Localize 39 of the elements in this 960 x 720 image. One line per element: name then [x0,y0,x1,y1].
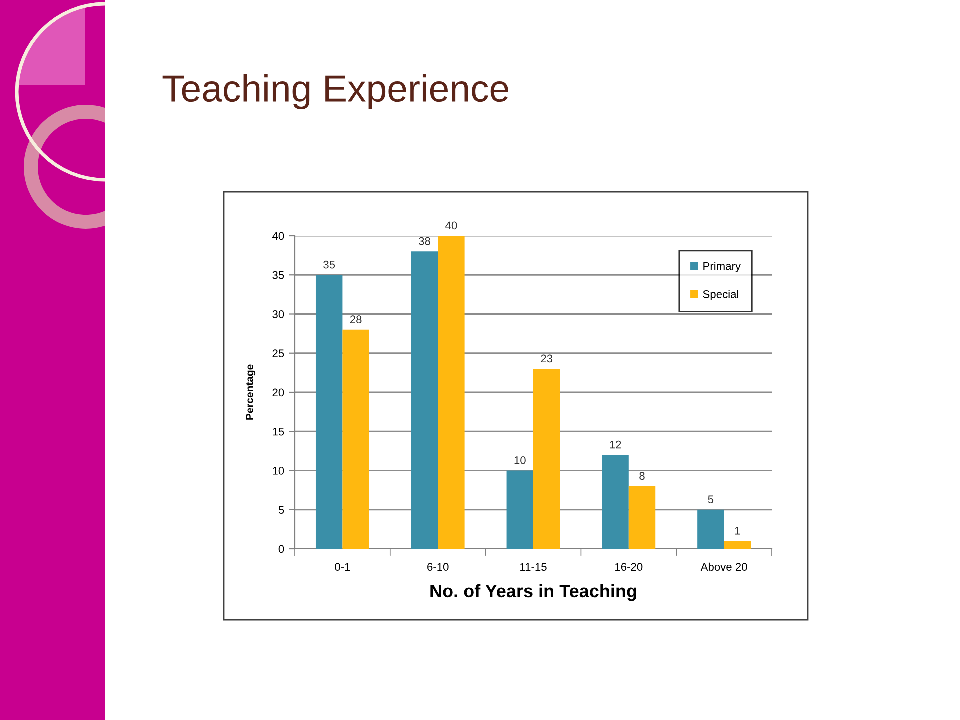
legend-label: Primary [704,262,742,272]
bar [506,470,534,549]
legend-label: Special [703,290,738,301]
data-label: 1 [735,527,740,535]
x-tick-label: 11-15 [520,563,547,572]
y-tick-label: 40 [272,232,284,240]
y-tick-label: 25 [272,350,284,358]
bar [724,541,752,549]
bar [602,455,629,549]
x-tick-label: 16-20 [616,563,643,572]
y-tick-label: 5 [278,506,284,514]
x-tick-label: 6-10 [428,563,449,572]
bar [316,275,343,549]
y-axis-title: Percentage [246,364,256,420]
y-tick-label: 10 [273,467,284,475]
y-tick-label: 15 [273,428,284,436]
bar [534,369,560,549]
x-axis-title: No. of Years in Teaching [430,584,636,602]
bar [698,510,724,549]
y-tick-label: 20 [272,388,284,397]
y-tick-label: 35 [272,271,284,280]
y-tick-label: 0 [278,545,284,554]
data-label: 8 [640,472,645,480]
data-label: 10 [514,456,526,464]
data-label: 12 [610,440,622,449]
chart-title: Teaching Experience [162,74,508,110]
data-label: 5 [708,496,714,504]
x-tick-label: Above 20 [700,562,748,572]
data-label: 23 [541,354,553,363]
data-label: 28 [350,316,362,324]
bar [628,486,656,549]
data-label: 38 [418,237,430,246]
x-tick-label: 0-1 [335,563,350,572]
bar [438,236,465,549]
y-tick-label: 30 [272,310,284,318]
bar [411,252,438,549]
data-label: 35 [324,260,336,269]
data-label: 40 [446,222,458,230]
bar [342,330,370,549]
